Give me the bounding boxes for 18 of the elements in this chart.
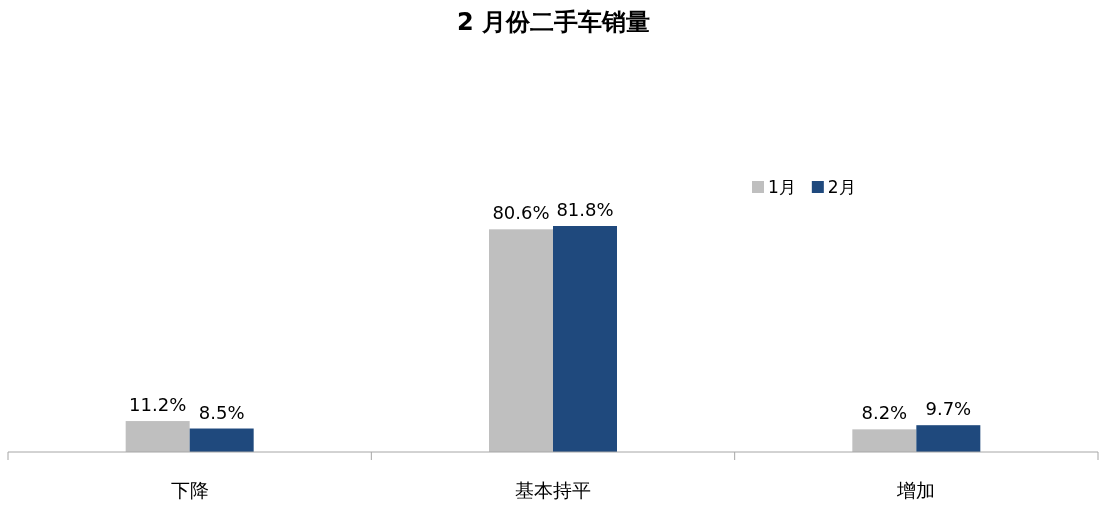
bar bbox=[489, 229, 553, 452]
bar bbox=[189, 428, 254, 452]
legend-label: 1月 bbox=[768, 177, 796, 197]
legend-label: 2月 bbox=[827, 177, 856, 197]
data-label: 81.8% bbox=[556, 199, 614, 220]
data-label: 8.2% bbox=[861, 402, 908, 424]
bar bbox=[916, 425, 981, 452]
chart-title: 2 月份二手车销量 bbox=[456, 8, 651, 36]
data-label: 80.6% bbox=[492, 202, 550, 224]
x-tick-label: 基本持平 bbox=[515, 479, 591, 501]
x-tick-label: 增加 bbox=[896, 479, 936, 501]
data-label: 11.2% bbox=[129, 394, 187, 416]
bar bbox=[852, 429, 917, 452]
data-label: 9.7% bbox=[925, 398, 972, 420]
data-label: 8.5% bbox=[198, 401, 245, 423]
bar bbox=[553, 226, 617, 452]
x-tick-label: 下降 bbox=[170, 479, 209, 501]
bar bbox=[125, 421, 190, 452]
